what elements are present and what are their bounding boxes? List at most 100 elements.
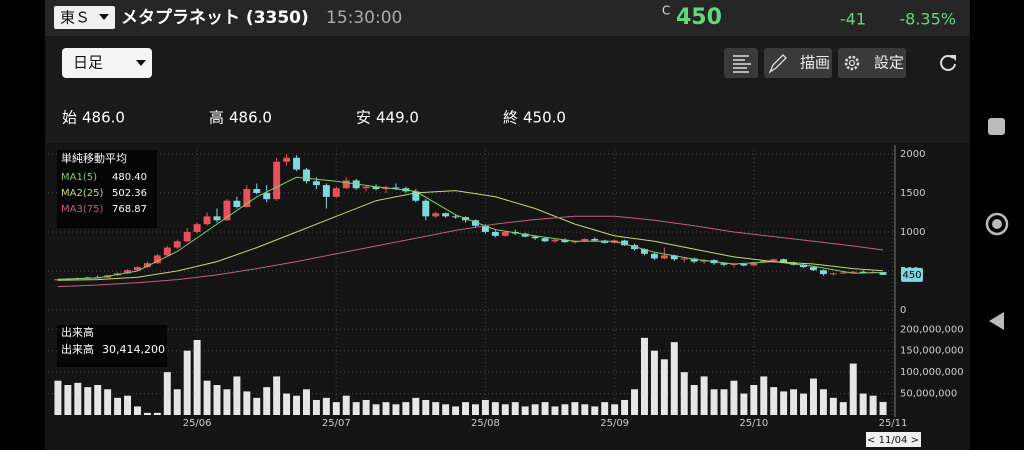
volume-bar <box>342 395 350 415</box>
candle-body <box>849 271 857 273</box>
x-tick-label: 25/11 <box>879 418 908 429</box>
time: 15:30:00 <box>326 8 402 28</box>
candle-body <box>163 247 171 256</box>
legend-title: 単純移動平均 <box>61 151 127 165</box>
volume-bar <box>163 372 171 415</box>
candle-body <box>223 200 231 221</box>
volume-bar <box>462 402 470 415</box>
volume-bar <box>283 393 291 415</box>
candle-body <box>193 224 201 232</box>
market[interactable]: 東Ｓ <box>60 9 90 27</box>
candle-body <box>481 225 489 232</box>
date-marker-box <box>866 432 921 447</box>
ohlc-label: 始 <box>62 109 77 127</box>
volume-bar <box>839 402 847 415</box>
candle-body <box>233 200 241 207</box>
volume-bar <box>541 402 549 415</box>
volume-bar <box>54 380 62 415</box>
candle-body <box>491 231 499 236</box>
nav-back[interactable] <box>989 312 1004 330</box>
period-select[interactable] <box>62 48 152 78</box>
candle-body <box>54 279 62 281</box>
volume-bar <box>601 402 609 415</box>
volume-bar <box>491 402 499 415</box>
candle-body <box>302 169 310 182</box>
volume-bar <box>133 406 141 415</box>
volume-bar <box>64 385 72 415</box>
ohlc-value: 450.0 <box>523 109 566 127</box>
refresh-arrow <box>950 55 956 61</box>
volume-bar <box>312 400 320 415</box>
candle-body <box>780 259 788 263</box>
volume-bar <box>452 406 460 415</box>
top-bar <box>45 0 970 36</box>
volume-bar <box>74 382 82 415</box>
volume-bar <box>700 376 708 415</box>
candle-body <box>153 255 161 264</box>
candle-body <box>124 270 132 274</box>
nav-home[interactable] <box>985 212 1009 236</box>
volume-bar <box>203 380 211 415</box>
candle-body <box>213 216 221 221</box>
volume-bar <box>382 402 390 415</box>
settings-button[interactable] <box>838 48 906 78</box>
period[interactable]: 日足 <box>73 54 103 72</box>
volume-bar <box>770 387 778 415</box>
volume-bar <box>551 406 559 415</box>
volume-bar <box>650 350 658 415</box>
x-tick-label: 25/06 <box>183 418 212 429</box>
candle-body <box>293 157 301 170</box>
candle-body <box>173 241 181 248</box>
candle-body <box>452 216 460 218</box>
candle-body <box>143 263 151 268</box>
volume-bar <box>720 389 728 415</box>
candle-body <box>541 238 549 242</box>
candle-body <box>283 157 291 162</box>
draw-label[interactable]: 描画 <box>800 54 830 72</box>
ohlc-label: 高 <box>209 109 224 127</box>
volume-bar <box>302 389 310 415</box>
price: 450 <box>676 5 722 30</box>
volume-bar <box>253 397 261 415</box>
y-tick-label: 0 <box>900 305 906 316</box>
candle-body <box>432 213 440 217</box>
refresh-icon[interactable] <box>940 55 956 71</box>
stock-name: メタプラネット (3350) <box>121 7 309 28</box>
volume-bar <box>780 391 788 415</box>
volume-bar <box>213 385 221 415</box>
volume-bar <box>879 401 887 415</box>
nav-recent[interactable] <box>988 118 1005 135</box>
candle-body <box>362 186 370 189</box>
y-tick-label: 1000 <box>900 227 925 238</box>
volume-bar <box>849 363 857 415</box>
volume-bar <box>760 376 768 415</box>
candle-body <box>133 267 141 271</box>
volume-bar <box>124 395 132 415</box>
volume-bar <box>183 350 191 415</box>
volume-bar <box>561 404 569 415</box>
candle-body <box>442 213 450 217</box>
volume-bar <box>372 404 380 415</box>
dropdown-arrow <box>136 60 146 66</box>
volume-bar <box>680 372 688 415</box>
candle-body <box>322 185 330 197</box>
candle-body <box>591 238 599 241</box>
volume-bar <box>84 387 92 415</box>
ma-line <box>57 215 884 288</box>
settings-label[interactable]: 設定 <box>874 54 904 72</box>
candle-body <box>809 267 817 271</box>
volume-bar <box>869 395 877 415</box>
candle-body <box>650 253 658 259</box>
volume-bar <box>730 380 738 415</box>
legend-box <box>57 150 157 228</box>
volume-bar <box>501 404 509 415</box>
market-select[interactable] <box>54 6 115 29</box>
volume-bar <box>571 402 579 415</box>
volume-bar <box>690 385 698 415</box>
draw-button[interactable] <box>764 48 832 78</box>
x-tick-label: 25/08 <box>471 418 500 429</box>
indicator-button[interactable] <box>724 48 758 78</box>
dropdown-arrow <box>99 14 109 20</box>
candle-body <box>312 181 320 186</box>
x-tick-label: 25/10 <box>739 418 768 429</box>
